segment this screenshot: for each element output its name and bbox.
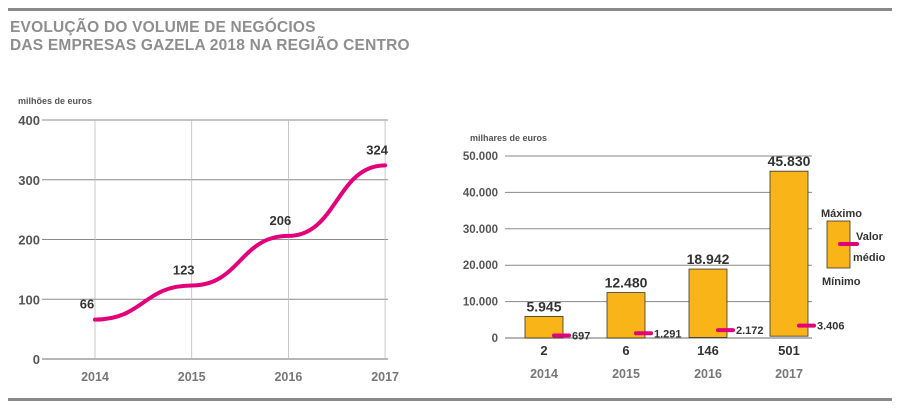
right-x-tick-label: 2015	[612, 367, 640, 381]
left-x-tick-label: 2014	[81, 370, 109, 384]
legend-max-label: Máximo	[821, 208, 862, 220]
range-bar	[606, 292, 646, 339]
min-value-label: 2	[540, 343, 547, 358]
left-y-tick-label: 300	[18, 173, 40, 188]
right-x-tick-label: 2014	[530, 367, 558, 381]
legend-mean-label-2: médio	[853, 252, 886, 264]
line-data-label: 66	[80, 297, 94, 312]
chart-title: EVOLUÇÃO DO VOLUME DE NEGÓCIOS DAS EMPRE…	[10, 19, 410, 55]
min-value-label: 6	[622, 343, 629, 358]
max-value-label: 45.830	[768, 153, 811, 169]
range-bar	[524, 315, 564, 339]
max-value-label: 5.945	[526, 298, 561, 314]
bottom-rule	[8, 398, 892, 401]
line-data-label: 206	[270, 213, 292, 228]
line-data-label: 123	[173, 263, 195, 278]
mean-value-label: 697	[572, 330, 590, 342]
left-x-tick-label: 2017	[371, 370, 399, 384]
right-y-tick-label: 20.000	[463, 260, 498, 272]
top-rule	[8, 8, 892, 11]
right-y-tick-label: 40.000	[463, 187, 498, 199]
right-y-tick-label: 30.000	[463, 224, 498, 236]
range-bar	[688, 268, 728, 338]
range-legend: Máximo Valor médio Mínimo	[821, 208, 886, 288]
right-y-unit-label: milhares de euros	[470, 133, 547, 143]
right-y-tick-label: 0	[492, 333, 498, 345]
right-y-tick-label: 50.000	[463, 151, 498, 163]
line-data-label: 324	[366, 142, 388, 157]
legend-mean-label-1: Valor	[856, 231, 884, 243]
right-y-tick-label: 10.000	[463, 297, 498, 309]
min-value-label: 501	[778, 343, 800, 358]
left-y-tick-label: 0	[33, 352, 40, 367]
min-value-label: 146	[697, 343, 719, 358]
left-y-tick-label: 400	[18, 113, 40, 128]
mean-value-label: 3.406	[817, 321, 845, 333]
range-bar	[769, 170, 809, 337]
left-y-tick-label: 200	[18, 233, 40, 248]
right-x-tick-label: 2017	[775, 367, 803, 381]
left-x-tick-label: 2015	[178, 370, 206, 384]
max-value-label: 12.480	[605, 275, 648, 291]
line-series	[93, 163, 388, 322]
left-x-tick-label: 2016	[274, 370, 302, 384]
left-y-unit-label: milhões de euros	[18, 96, 92, 106]
mean-value-label: 1.291	[654, 328, 682, 340]
right-x-tick-label: 2016	[694, 367, 722, 381]
left-y-tick-label: 100	[18, 292, 40, 307]
mean-value-label: 2.172	[736, 325, 764, 337]
legend-min-label: Mínimo	[822, 276, 861, 288]
title-line-1: EVOLUÇÃO DO VOLUME DE NEGÓCIOS	[10, 19, 316, 36]
max-value-label: 18.942	[687, 251, 730, 267]
title-line-2: DAS EMPRESAS GAZELA 2018 NA REGIÃO CENTR…	[10, 37, 410, 54]
